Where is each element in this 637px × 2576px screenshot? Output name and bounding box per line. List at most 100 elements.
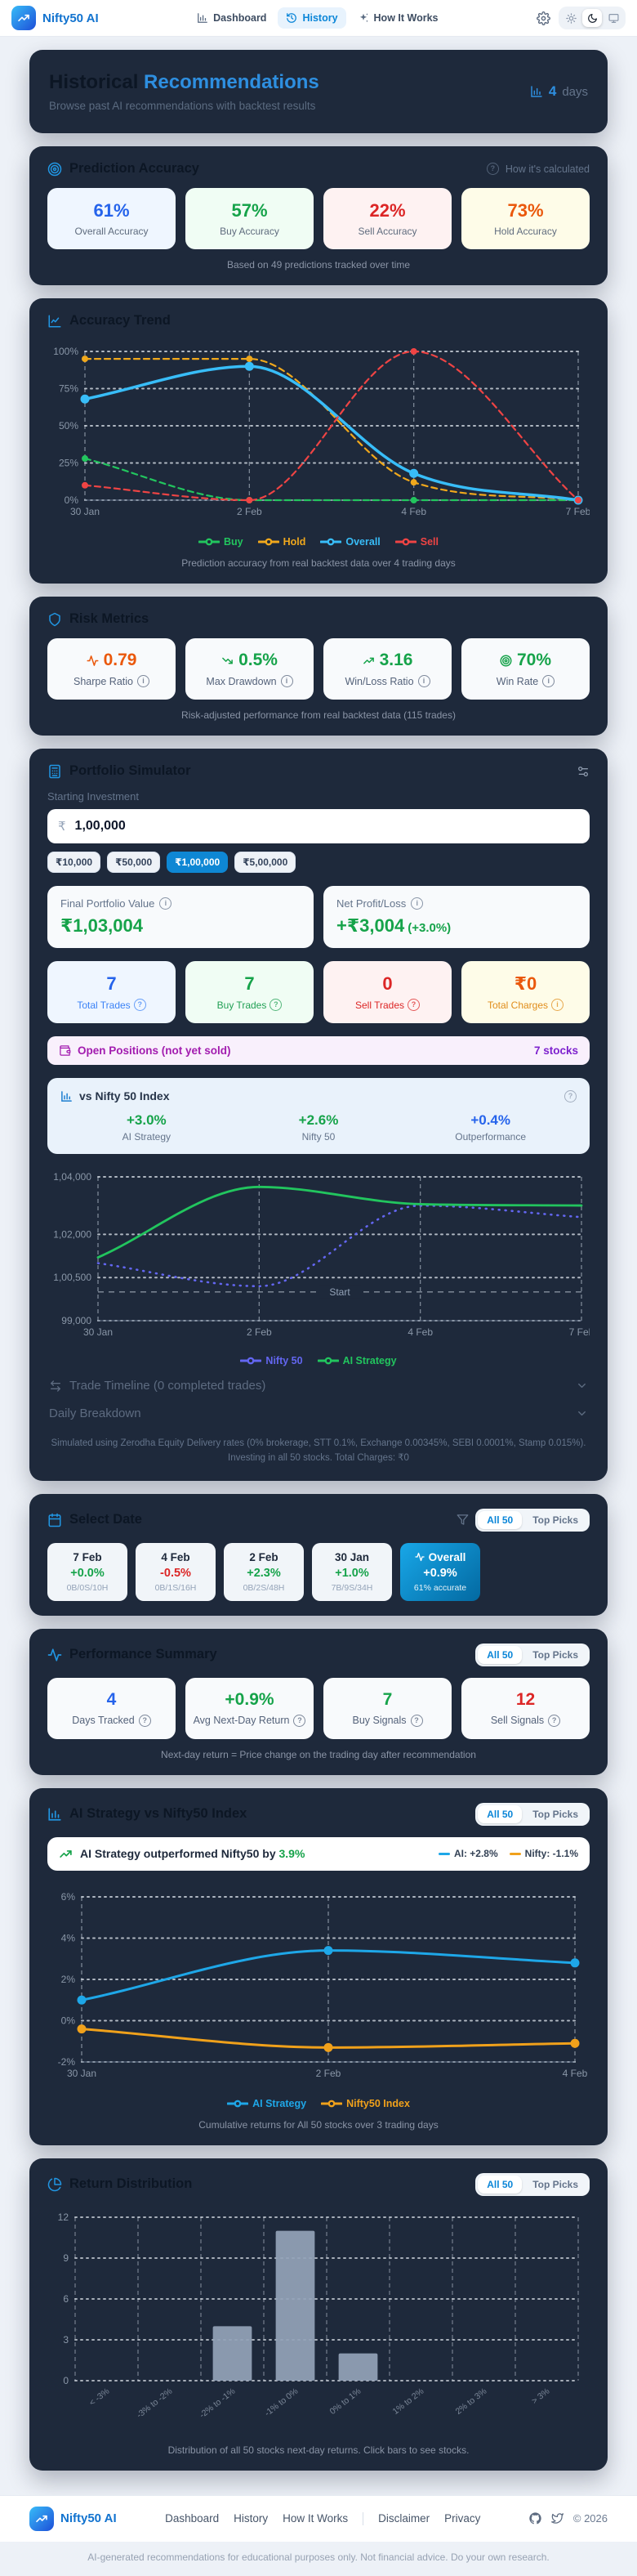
legend-item[interactable]: AI Strategy xyxy=(317,1355,397,1366)
toggle-all-50[interactable]: All 50 xyxy=(478,1510,523,1529)
date-chip-30-jan[interactable]: 30 Jan +1.0% 7B/9S/34H xyxy=(312,1542,392,1601)
bar-chart-icon xyxy=(48,1808,61,1821)
return-distribution-chart[interactable]: 0 3 6 9 12 < -3% -3% to -2% -2% to -1% -1% to 0%… xyxy=(47,2207,590,2435)
nav-how-it-works[interactable]: How It Works xyxy=(350,7,447,29)
target-icon xyxy=(500,655,512,666)
hero-banner: Historical Recommendations Browse past A… xyxy=(29,50,608,133)
preset-100000-button[interactable]: ₹1,00,000 xyxy=(167,852,229,873)
help-icon[interactable]: ? xyxy=(410,1714,423,1727)
github-icon[interactable] xyxy=(529,2512,541,2525)
footer-link-disclaimer[interactable]: Disclaimer xyxy=(378,2512,430,2525)
top-actions xyxy=(537,7,626,29)
footer-brand[interactable]: Nifty50 AI xyxy=(29,2506,117,2531)
help-icon[interactable]: ? xyxy=(408,999,421,1011)
help-icon[interactable]: ? xyxy=(138,1714,151,1727)
trade-timeline-collapsible[interactable]: Trade Timeline (0 completed trades) xyxy=(47,1366,590,1394)
svg-text:-2% to -1%: -2% to -1% xyxy=(198,2386,237,2420)
legend-item[interactable]: Nifty 50 xyxy=(240,1355,303,1366)
preset-50000-button[interactable]: ₹50,000 xyxy=(107,852,161,873)
footer-link-how-it-works[interactable]: How It Works xyxy=(283,2512,349,2525)
portfolio-chart-legend: Nifty 50 AI Strategy xyxy=(47,1355,590,1366)
history-clock-icon xyxy=(287,13,297,23)
svg-text:3: 3 xyxy=(63,2334,69,2346)
help-icon: ? xyxy=(486,163,499,175)
toggle-all-50[interactable]: All 50 xyxy=(478,1805,523,1823)
section-title: Risk Metrics xyxy=(47,611,149,627)
simulator-disclaimer: Simulated using Zerodha Equity Delivery … xyxy=(51,1438,586,1463)
info-icon[interactable]: i xyxy=(411,897,424,910)
simulator-settings-sliders-icon[interactable] xyxy=(577,765,590,778)
accuracy-trend-legend: Buy Hold Overall Sell xyxy=(47,536,590,548)
date-chip-overall[interactable]: Overall +0.9% 61% accurate xyxy=(400,1542,480,1601)
toggle-top-picks[interactable]: Top Picks xyxy=(532,2178,578,2190)
info-icon[interactable]: i xyxy=(417,675,430,687)
how-its-calculated-link[interactable]: ? How it's calculated xyxy=(486,163,590,175)
help-icon[interactable]: ? xyxy=(548,1714,561,1727)
investment-input[interactable] xyxy=(73,818,579,834)
help-icon[interactable]: ? xyxy=(270,999,283,1011)
logo-trending-up-icon xyxy=(11,6,36,30)
toggle-top-picks[interactable]: Top Picks xyxy=(532,1648,578,1661)
svg-text:12: 12 xyxy=(58,2212,69,2223)
performance-caption: Next-day return = Price change on the tr… xyxy=(161,1748,476,1760)
info-icon[interactable]: i xyxy=(136,675,149,687)
svg-text:6%: 6% xyxy=(61,1891,76,1903)
legend-item[interactable]: AI Strategy xyxy=(227,2098,306,2109)
date-chip-7-feb[interactable]: 7 Feb +0.0% 0B/0S/10H xyxy=(47,1542,127,1601)
legend-item[interactable]: Overall xyxy=(320,536,381,548)
theme-light-sun-icon[interactable] xyxy=(561,9,581,27)
date-chip-4-feb[interactable]: 4 Feb -0.5% 0B/1S/16H xyxy=(136,1542,216,1601)
settings-gear-icon[interactable] xyxy=(537,11,550,25)
info-icon[interactable]: i xyxy=(159,897,172,910)
theme-system-monitor-icon[interactable] xyxy=(604,9,623,27)
info-icon[interactable]: i xyxy=(551,999,564,1011)
svg-text:-2%: -2% xyxy=(58,2056,76,2068)
toggle-all-50[interactable]: All 50 xyxy=(478,2175,523,2194)
daily-breakdown-collapsible[interactable]: Daily Breakdown xyxy=(47,1394,590,1422)
legend-item[interactable]: Buy xyxy=(198,536,243,548)
nav-history[interactable]: History xyxy=(278,7,346,29)
brand-name: Nifty50 AI xyxy=(42,11,99,25)
preset-500000-button[interactable]: ₹5,00,000 xyxy=(234,852,296,873)
strategy-caption: Cumulative returns for All 50 stocks ove… xyxy=(198,2118,439,2131)
accuracy-caption: Based on 49 predictions tracked over tim… xyxy=(226,259,411,271)
date-chip-2-feb[interactable]: 2 Feb +2.3% 0B/2S/48H xyxy=(224,1542,304,1601)
footer-disclaimer: AI-generated recommendations for educati… xyxy=(87,2551,550,2563)
footer-link-privacy[interactable]: Privacy xyxy=(444,2512,481,2525)
max-drawdown-card: 0.5% Max Drawdown i xyxy=(185,638,314,700)
toggle-top-picks[interactable]: Top Picks xyxy=(532,1514,578,1526)
toggle-all-50[interactable]: All 50 xyxy=(478,1645,523,1664)
help-icon[interactable]: ? xyxy=(564,1089,577,1102)
twitter-icon[interactable] xyxy=(550,2512,564,2525)
top-navigation-bar: Nifty50 AI Dashboard History How It Work… xyxy=(0,0,637,37)
legend-item[interactable]: Hold xyxy=(257,536,305,548)
footer-link-dashboard[interactable]: Dashboard xyxy=(165,2512,220,2525)
svg-text:1,04,000: 1,04,000 xyxy=(53,1171,91,1183)
filter-toggle: All 50 Top Picks xyxy=(475,1643,590,1666)
svg-text:1,00,500: 1,00,500 xyxy=(53,1272,91,1283)
svg-text:6: 6 xyxy=(63,2293,69,2305)
accuracy-trend-section: Accuracy Trend 30 Jan 2 Feb 4 Feb 7 Feb 0% 25… xyxy=(29,298,608,584)
svg-text:99,000: 99,000 xyxy=(61,1315,91,1326)
brand[interactable]: Nifty50 AI xyxy=(11,6,99,30)
help-icon[interactable]: ? xyxy=(293,1714,306,1727)
toggle-top-picks[interactable]: Top Picks xyxy=(532,1808,578,1820)
footer-meta: © 2026 xyxy=(529,2512,608,2525)
legend-item[interactable]: Nifty50 Index xyxy=(321,2098,410,2109)
legend-item[interactable]: Sell xyxy=(394,536,439,548)
section-title: AI Strategy vs Nifty50 Index xyxy=(47,1806,247,1822)
line-chart-icon xyxy=(48,315,61,327)
sell-signals-card: 12 Sell Signals? xyxy=(461,1677,590,1739)
chevron-down-icon xyxy=(578,1411,586,1416)
section-title: Select Date xyxy=(47,1512,142,1527)
main-nav: Dashboard History How It Works xyxy=(189,7,446,29)
info-icon[interactable]: i xyxy=(280,675,293,687)
info-icon[interactable]: i xyxy=(542,675,555,687)
nav-dashboard[interactable]: Dashboard xyxy=(189,7,274,29)
footer-link-history[interactable]: History xyxy=(234,2512,269,2525)
svg-text:1,02,000: 1,02,000 xyxy=(53,1228,91,1240)
preset-10000-button[interactable]: ₹10,000 xyxy=(47,852,101,873)
svg-text:2 Feb: 2 Feb xyxy=(237,506,262,517)
help-icon[interactable]: ? xyxy=(133,999,146,1011)
theme-dark-moon-icon[interactable] xyxy=(582,9,602,27)
